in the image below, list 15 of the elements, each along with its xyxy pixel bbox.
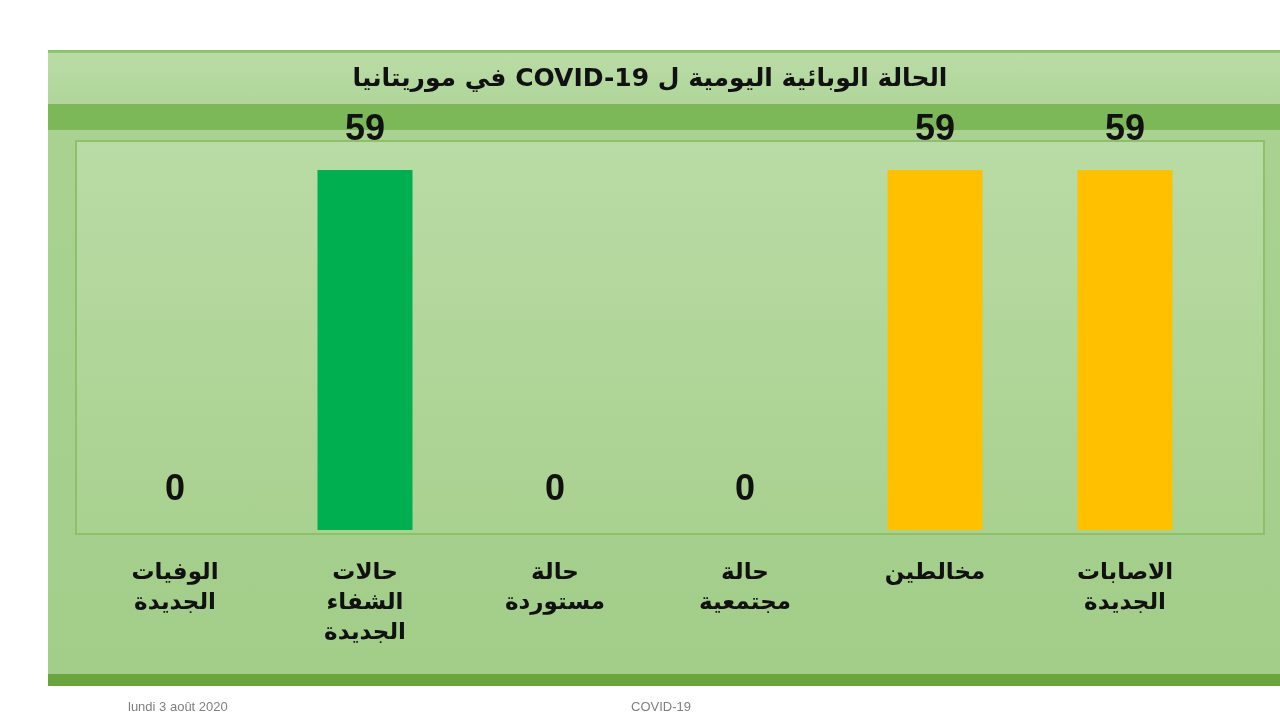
data-label: 0 — [734, 467, 756, 508]
text: COVID-19 — [631, 699, 691, 714]
x-tick-label: الاصابات الجديدة — [1076, 557, 1174, 614]
data-label: 59 — [1104, 107, 1146, 148]
text: lundi 3 août 2020 — [128, 699, 228, 714]
chart-title: الحالة الوبائية اليومية ل COVID-19 في موريتانيا — [352, 63, 948, 93]
x-tick-label: الوفيات الجديدة — [131, 557, 219, 614]
data-label: 59 — [344, 107, 386, 148]
x-tick-label: حالة مستوردة — [504, 557, 606, 615]
data-label: 59 — [914, 107, 956, 148]
x-tick-label: مخالطين — [884, 557, 986, 585]
data-label: 0 — [164, 467, 186, 508]
x-tick-label: حالة مجتمعية — [699, 557, 791, 614]
x-tick-label: حالات الشفاء الجديدة — [324, 557, 406, 644]
data-label: 0 — [544, 467, 566, 508]
